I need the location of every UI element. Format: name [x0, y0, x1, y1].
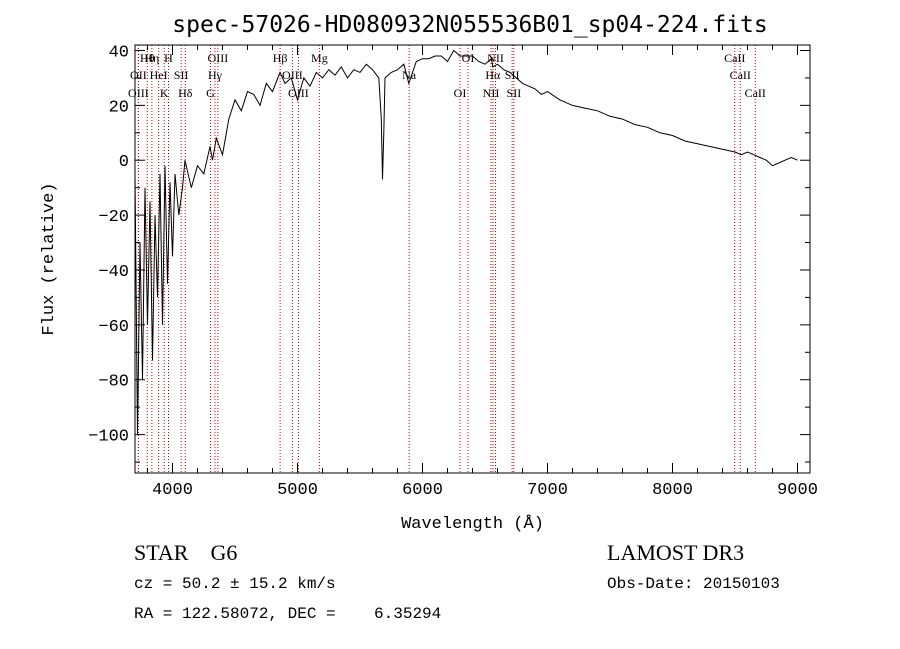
- y-tick-label: 40: [109, 43, 129, 62]
- line-label: Hθ: [140, 51, 155, 65]
- line-label: CaII: [724, 51, 745, 65]
- line-label: Hα: [485, 68, 501, 82]
- line-label: G: [206, 86, 215, 100]
- line-label: OI: [462, 51, 475, 65]
- line-label: Hη: [144, 51, 159, 65]
- y-tick-label: 0: [119, 153, 129, 172]
- line-label: OII: [130, 68, 147, 82]
- axis-ticks: 4000 5000 6000 7000 8000 9000 −100 −80 −60 −40 −20…: [88, 43, 818, 500]
- line-label: Hβ: [273, 51, 288, 65]
- line-label: Na: [402, 68, 417, 82]
- y-tick-label: −80: [98, 373, 129, 392]
- line-label: Hδ: [178, 86, 193, 100]
- plot-frame: [134, 44, 811, 474]
- y-tick-label: −40: [98, 263, 129, 282]
- chart-title: spec-57026-HD080932N055536B01_sp04-224.f…: [172, 12, 767, 38]
- line-markers: [137, 45, 756, 473]
- object-class: STAR G6: [134, 540, 238, 565]
- line-label: Hγ: [208, 68, 223, 82]
- line-label: H: [164, 51, 173, 65]
- line-label: CaII: [730, 68, 751, 82]
- line-label: NII: [483, 86, 500, 100]
- line-labels: HθOIIOIIIHηHeIKHSIIHδOIIIHγGHβOIIIOIIIMg…: [128, 51, 766, 100]
- line-label: NII: [487, 51, 504, 65]
- x-tick-label: 8000: [652, 481, 693, 500]
- coordinates: RA = 122.58072, DEC = 6.35294: [134, 605, 442, 623]
- line-label: K: [160, 86, 169, 100]
- x-tick-label: 5000: [277, 481, 318, 500]
- line-label: SII: [174, 68, 189, 82]
- spectrum-line: [134, 49, 798, 435]
- line-label: SII: [505, 68, 520, 82]
- line-label: HeI: [150, 68, 168, 82]
- x-axis-label: Wavelength (Å): [401, 515, 544, 534]
- line-label: OIII: [288, 86, 309, 100]
- y-tick-label: −60: [98, 318, 129, 337]
- redshift-readout: cz = 50.2 ± 15.2 km/s: [134, 575, 336, 593]
- survey-name: LAMOST DR3: [607, 540, 745, 565]
- line-label: OIII: [282, 68, 303, 82]
- line-label: OIII: [128, 86, 149, 100]
- line-label: SII: [507, 86, 522, 100]
- y-tick-label: −100: [88, 428, 129, 447]
- x-tick-label: 9000: [777, 481, 818, 500]
- line-label: Mg: [311, 51, 328, 65]
- x-tick-label: 6000: [402, 481, 443, 500]
- obs-date: Obs-Date: 20150103: [607, 575, 780, 593]
- x-tick-label: 7000: [527, 481, 568, 500]
- y-tick-label: 20: [109, 98, 129, 117]
- y-tick-label: −20: [98, 208, 129, 227]
- y-axis-label: Flux (relative): [40, 182, 59, 335]
- line-label: OIII: [208, 51, 229, 65]
- line-label: CaII: [745, 86, 766, 100]
- x-tick-label: 4000: [152, 481, 193, 500]
- spectrum-series: [134, 49, 798, 435]
- line-label: OI: [454, 86, 467, 100]
